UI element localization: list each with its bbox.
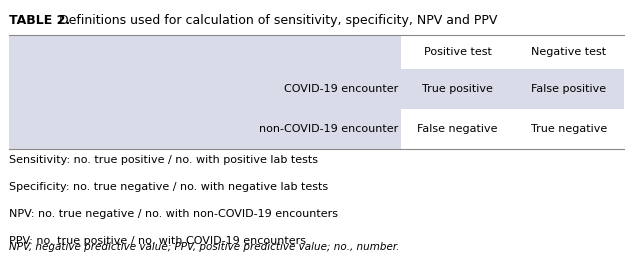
Text: Sensitivity: no. true positive / no. with positive lab tests: Sensitivity: no. true positive / no. wit…: [9, 154, 318, 165]
Text: False positive: False positive: [532, 84, 606, 94]
Text: NPV: no. true negative / no. with non-COVID-19 encounters: NPV: no. true negative / no. with non-CO…: [9, 209, 338, 219]
Text: NPV, negative predictive value; PPV, positive predictive value; no., number.: NPV, negative predictive value; PPV, pos…: [9, 242, 399, 252]
Text: Definitions used for calculation of sensitivity, specificity, NPV and PPV: Definitions used for calculation of sens…: [55, 15, 498, 28]
Text: Negative test: Negative test: [532, 47, 606, 57]
Text: True positive: True positive: [422, 84, 493, 94]
Text: TABLE 2.: TABLE 2.: [9, 15, 70, 28]
Text: False negative: False negative: [417, 124, 498, 134]
Text: COVID-19 encounter: COVID-19 encounter: [284, 84, 398, 94]
Text: True negative: True negative: [531, 124, 607, 134]
Text: Specificity: no. true negative / no. with negative lab tests: Specificity: no. true negative / no. wit…: [9, 182, 328, 192]
Text: non-COVID-19 encounter: non-COVID-19 encounter: [259, 124, 398, 134]
Text: PPV: no. true positive / no. with COVID-19 encounters: PPV: no. true positive / no. with COVID-…: [9, 236, 306, 246]
Text: Positive test: Positive test: [423, 47, 492, 57]
